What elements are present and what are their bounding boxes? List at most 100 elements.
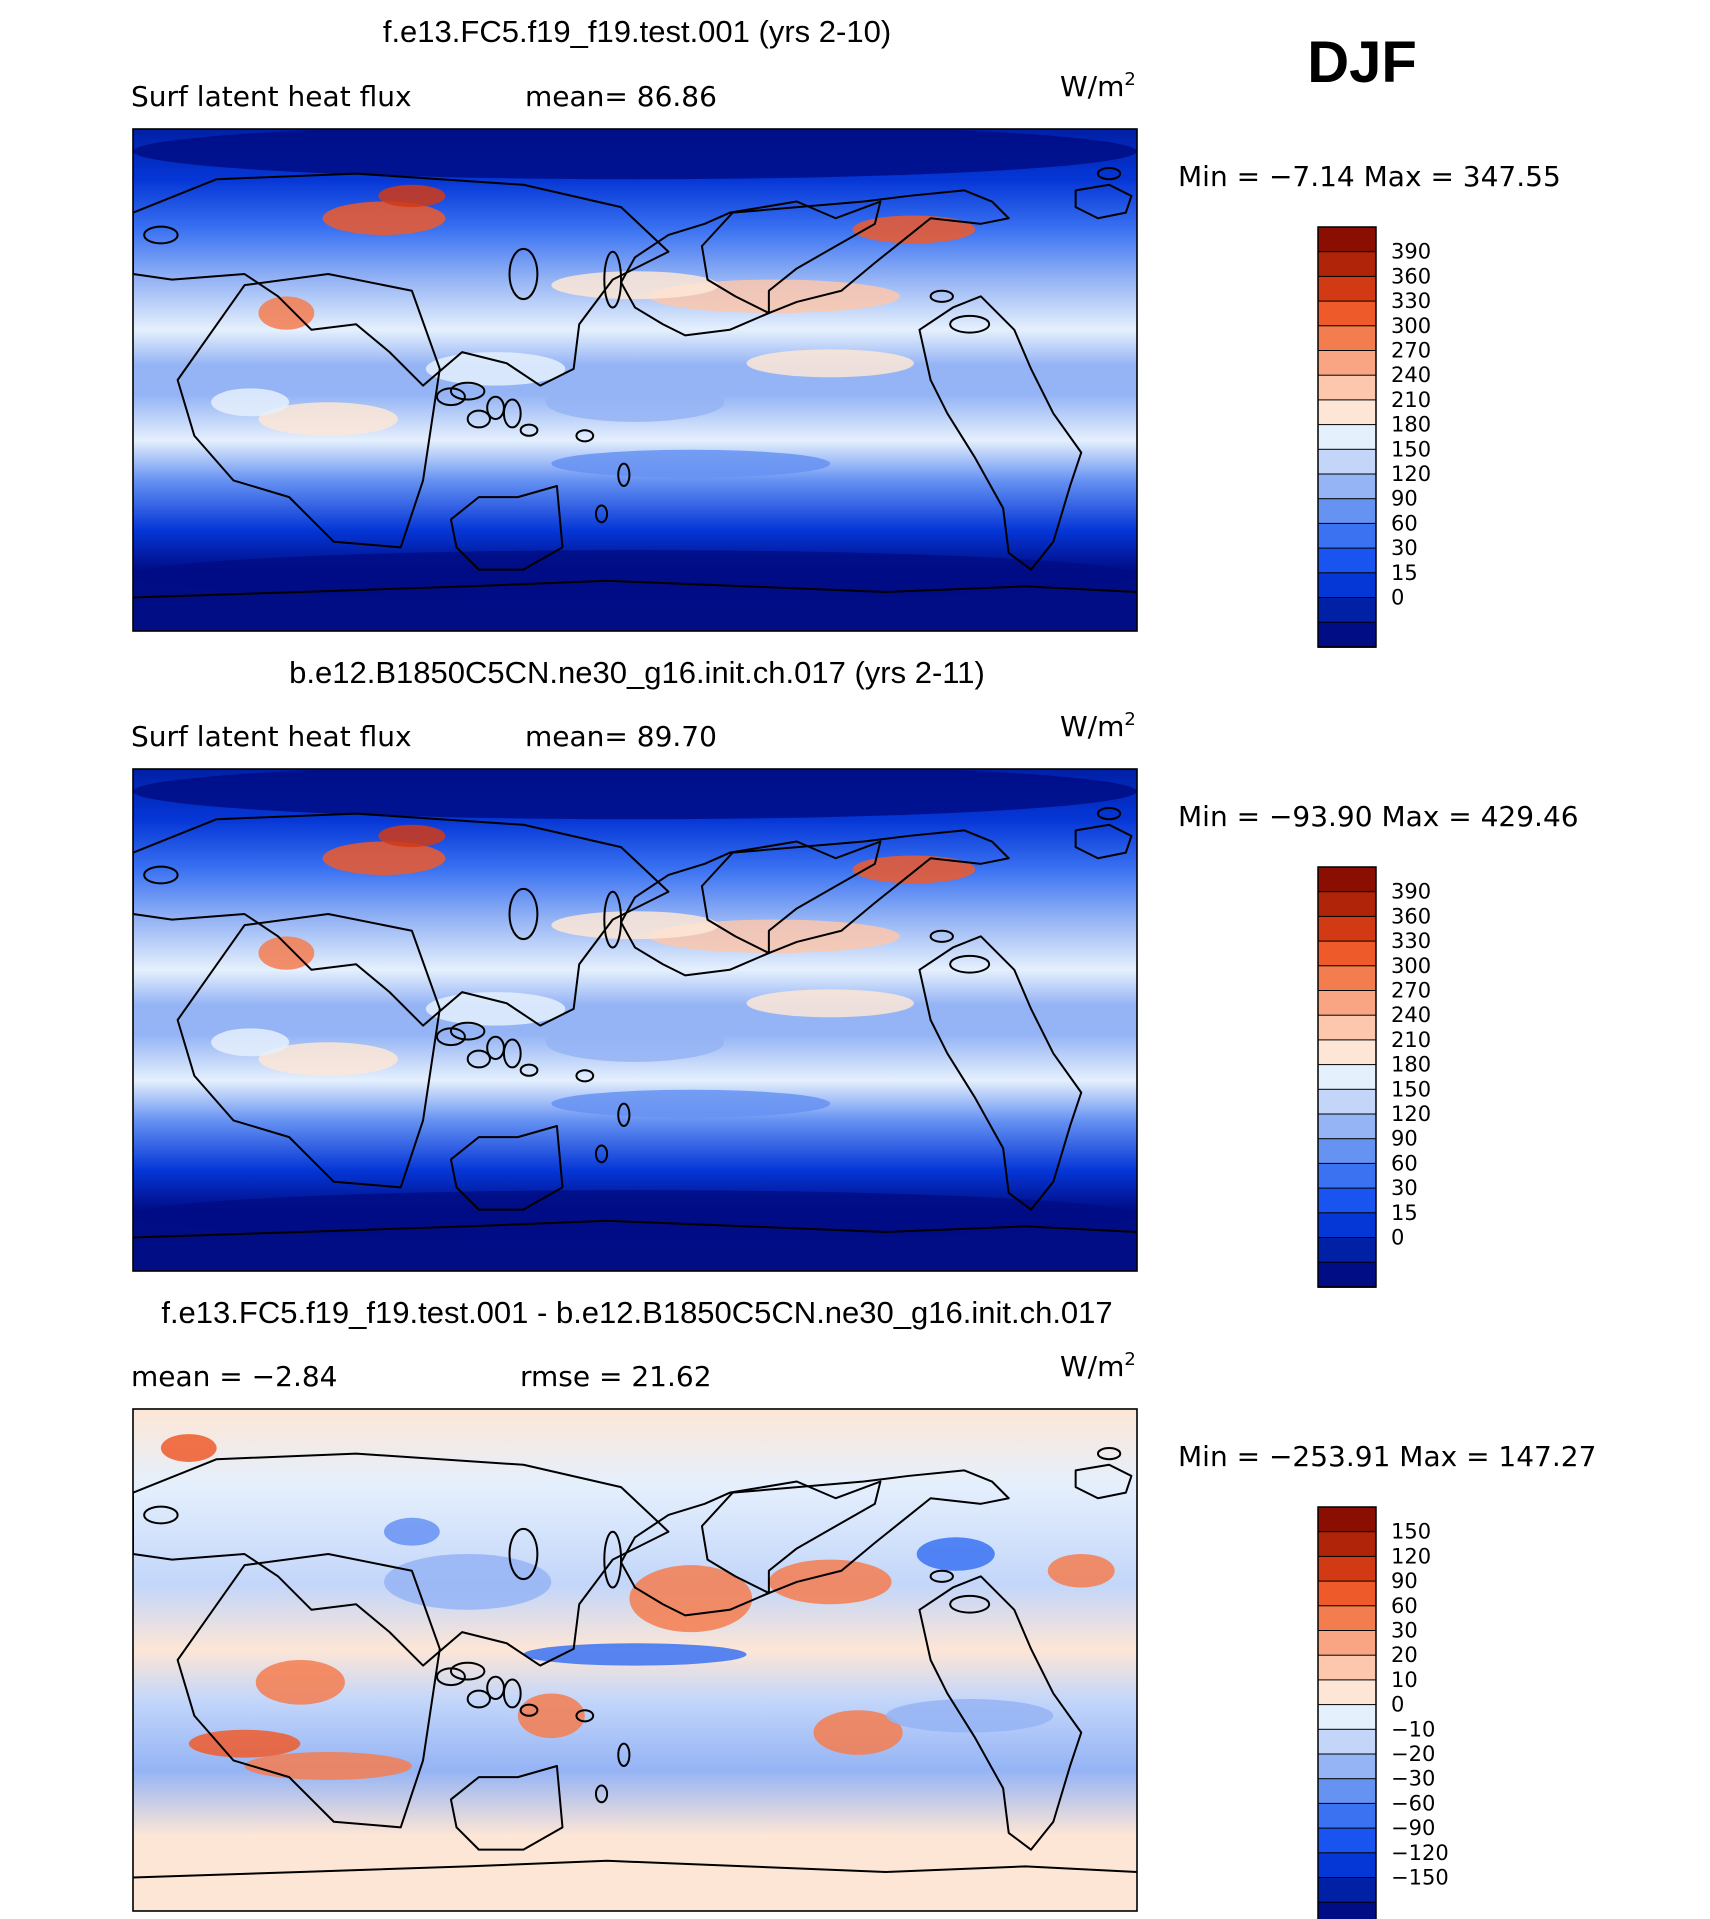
colorbar-swatch: [1317, 866, 1377, 893]
island-outline: [504, 1040, 521, 1068]
coastline: [702, 1470, 1009, 1593]
island-outline: [618, 1104, 629, 1126]
island-outline: [510, 1529, 538, 1579]
colorbar-tick-label: 210: [1391, 1028, 1431, 1052]
colorbar-tick-label: 90: [1391, 1569, 1418, 1593]
colorbar-swatch: [1317, 1778, 1377, 1805]
island-outline: [604, 1532, 621, 1588]
island-outline: [521, 1705, 538, 1716]
island-outline: [931, 1571, 953, 1582]
coastline: [451, 486, 563, 570]
colorbar-tick-label: 15: [1391, 561, 1418, 585]
field-anomaly: [378, 184, 446, 208]
colorbar-tick-label: 0: [1391, 1693, 1404, 1717]
colorbar-tick-label: 300: [1391, 954, 1431, 978]
field-anomaly: [629, 1565, 753, 1633]
coastline: [133, 1454, 668, 1666]
island-outline: [604, 252, 621, 308]
island-outline: [931, 931, 953, 942]
field-anomaly: [746, 349, 914, 378]
island-outline: [576, 430, 593, 441]
island-outline: [451, 383, 484, 400]
panel-model: f.e13.FC5.f19_f19.test.001 (yrs 2-10) Su…: [131, 14, 1561, 648]
colorbar-swatch: [1317, 1605, 1377, 1632]
colorbar-swatch: [1317, 572, 1377, 599]
mean-label: mean= 86.86: [525, 80, 717, 113]
colorbar-tick-label: 0: [1391, 1226, 1404, 1250]
colorbar-swatch: [1317, 1531, 1377, 1558]
field-anomaly: [545, 382, 725, 422]
colorbar-tick-label: −60: [1391, 1791, 1435, 1815]
island-outline: [144, 867, 177, 884]
colorbar-swatch: [1317, 448, 1377, 475]
field-anomaly: [517, 1693, 585, 1739]
field-anomaly: [425, 992, 566, 1026]
colorbar-tick-label: 30: [1391, 536, 1418, 560]
colorbar-tick-label: 270: [1391, 339, 1431, 363]
map-frame: [132, 768, 1138, 1272]
colorbar-tick-label: 90: [1391, 487, 1418, 511]
colorbar-tick-label: 360: [1391, 904, 1431, 928]
coastline: [178, 914, 440, 1187]
coastline: [919, 296, 1081, 569]
colorbar-tick-label: 150: [1391, 1520, 1431, 1544]
island-outline: [451, 1023, 484, 1040]
units-label: W/m2: [1060, 69, 1136, 103]
field-anomaly: [852, 855, 976, 884]
field-anomaly: [133, 1190, 1137, 1241]
colorbar-tick-label: −90: [1391, 1816, 1435, 1840]
island-outline: [521, 1065, 538, 1076]
mean-label: mean= 89.70: [525, 720, 717, 753]
colorbar-tick-label: 150: [1391, 1077, 1431, 1101]
field-anomaly: [886, 1699, 1054, 1733]
island-outline: [144, 1507, 177, 1524]
colorbar-swatch: [1317, 1237, 1377, 1264]
coastline: [621, 842, 880, 976]
island-outline: [504, 1680, 521, 1708]
colorbar-swatch: [1317, 1728, 1377, 1756]
colorbar-swatch: [1317, 621, 1377, 648]
colorbar-tick-label: 10: [1391, 1668, 1418, 1692]
island-outline: [1098, 168, 1120, 179]
field-anomaly: [258, 936, 315, 970]
field-anomaly: [322, 201, 446, 235]
island-outline: [931, 291, 953, 302]
field-anomaly: [813, 1710, 903, 1755]
coastline: [1076, 825, 1132, 858]
colorbar-tick-label: 330: [1391, 289, 1431, 313]
units-label: W/m2: [1060, 709, 1136, 743]
colorbar-tick-label: 0: [1391, 586, 1404, 610]
colorbar-swatch: [1317, 1039, 1377, 1066]
colorbar-swatch: [1317, 1580, 1377, 1607]
island-outline: [468, 411, 490, 428]
colorbar-tick-label: 120: [1391, 1544, 1431, 1568]
colorbar-swatch: [1317, 1877, 1377, 1904]
island-outline: [510, 249, 538, 299]
colorbar-swatch: [1317, 522, 1377, 550]
island-outline: [618, 1744, 629, 1766]
field-anomaly: [545, 1022, 725, 1062]
colorbar-swatch: [1317, 275, 1377, 303]
colorbar-frame: [1317, 226, 1377, 648]
colorbar-swatch: [1317, 1088, 1377, 1116]
antarctica-coast: [133, 1861, 1137, 1878]
coastline: [451, 1126, 563, 1210]
coastline: [702, 190, 1009, 313]
island-outline: [487, 397, 504, 419]
island-outline: [576, 1710, 593, 1721]
colorbar-tick-label: 60: [1391, 1594, 1418, 1618]
island-outline: [950, 956, 989, 973]
field-anomaly: [1047, 1554, 1115, 1588]
colorbar-tick-label: 240: [1391, 1003, 1431, 1027]
field-anomaly: [133, 129, 1137, 180]
colorbar-swatch: [1317, 1064, 1377, 1091]
field-background: [133, 129, 1137, 631]
island-outline: [576, 1070, 593, 1081]
colorbar-swatch: [1317, 374, 1377, 401]
island-outline: [487, 1037, 504, 1059]
colorbar-tick-label: 120: [1391, 1102, 1431, 1126]
coastline: [1076, 185, 1132, 218]
field-anomaly: [258, 296, 315, 330]
units-label: W/m2: [1060, 1349, 1136, 1383]
